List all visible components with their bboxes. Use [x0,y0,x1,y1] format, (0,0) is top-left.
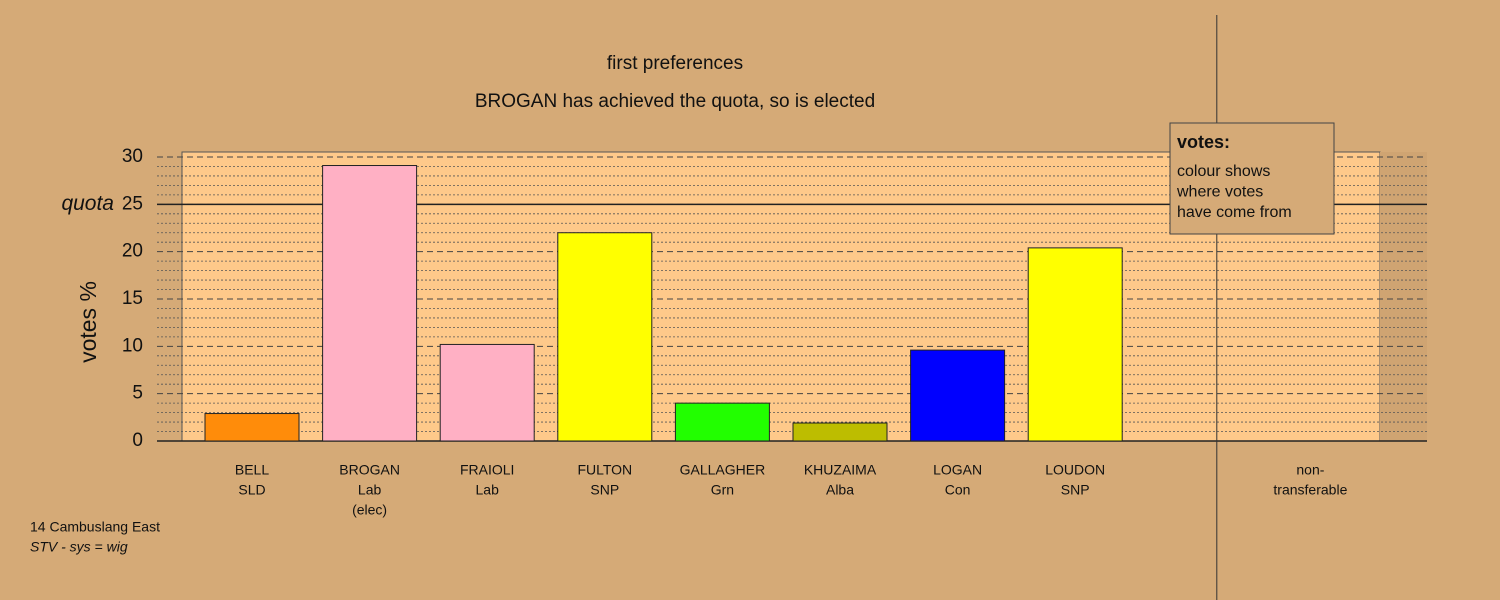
x-tick-label: LOUDON [1045,462,1105,478]
footer-line: STV - sys = wig [30,539,128,555]
x-tick-label: BELL [235,462,269,478]
quota-label: quota [61,192,114,215]
y-tick-label: 5 [132,383,143,404]
y-axis-label: votes % [75,281,101,363]
x-tick-label: GALLAGHER [680,462,766,478]
legend-text: where votes [1176,184,1263,201]
x-tick-label: Lab [476,482,500,498]
bar [674,402,770,442]
y-tick-label: 0 [132,430,143,451]
x-tick-label: Grn [711,482,734,498]
x-tick-label: SNP [590,482,619,498]
bar [322,165,418,442]
y-tick-label: 25 [122,193,143,214]
bar [1027,247,1123,442]
x-tick-label: SLD [238,482,265,498]
chart-title: first preferences [607,53,743,74]
x-tick-label: BROGAN [339,462,400,478]
x-tick-label: Alba [826,482,854,498]
legend-title: votes: [1177,132,1230,152]
x-tick-label: (elec) [352,502,387,518]
x-tick-label: Lab [358,482,382,498]
x-tick-label: SNP [1061,482,1090,498]
x-tick-label: KHUZAIMA [804,462,877,478]
x-tick-label: non- [1296,462,1324,478]
y-tick-label: 10 [122,335,143,356]
bar [204,413,300,442]
side-panel [1380,152,1427,441]
y-tick-label: 30 [122,146,143,167]
x-tick-label: Con [945,482,971,498]
y-tick-label: 15 [122,288,143,309]
bar [557,232,653,442]
legend-box [1169,122,1335,235]
y-tick-label: 20 [122,241,143,262]
legend-text: have come from [1177,204,1292,221]
bar [910,349,1006,442]
chart-subtitle: BROGAN has achieved the quota, so is ele… [475,91,875,112]
legend-text: colour shows [1177,163,1270,180]
x-tick-label: LOGAN [933,462,982,478]
x-tick-label: FRAIOLI [460,462,514,478]
x-tick-label: transferable [1273,482,1347,498]
footer-line: 14 Cambuslang East [30,519,160,535]
bar [439,343,535,442]
x-tick-label: FULTON [577,462,632,478]
bar [792,422,888,442]
